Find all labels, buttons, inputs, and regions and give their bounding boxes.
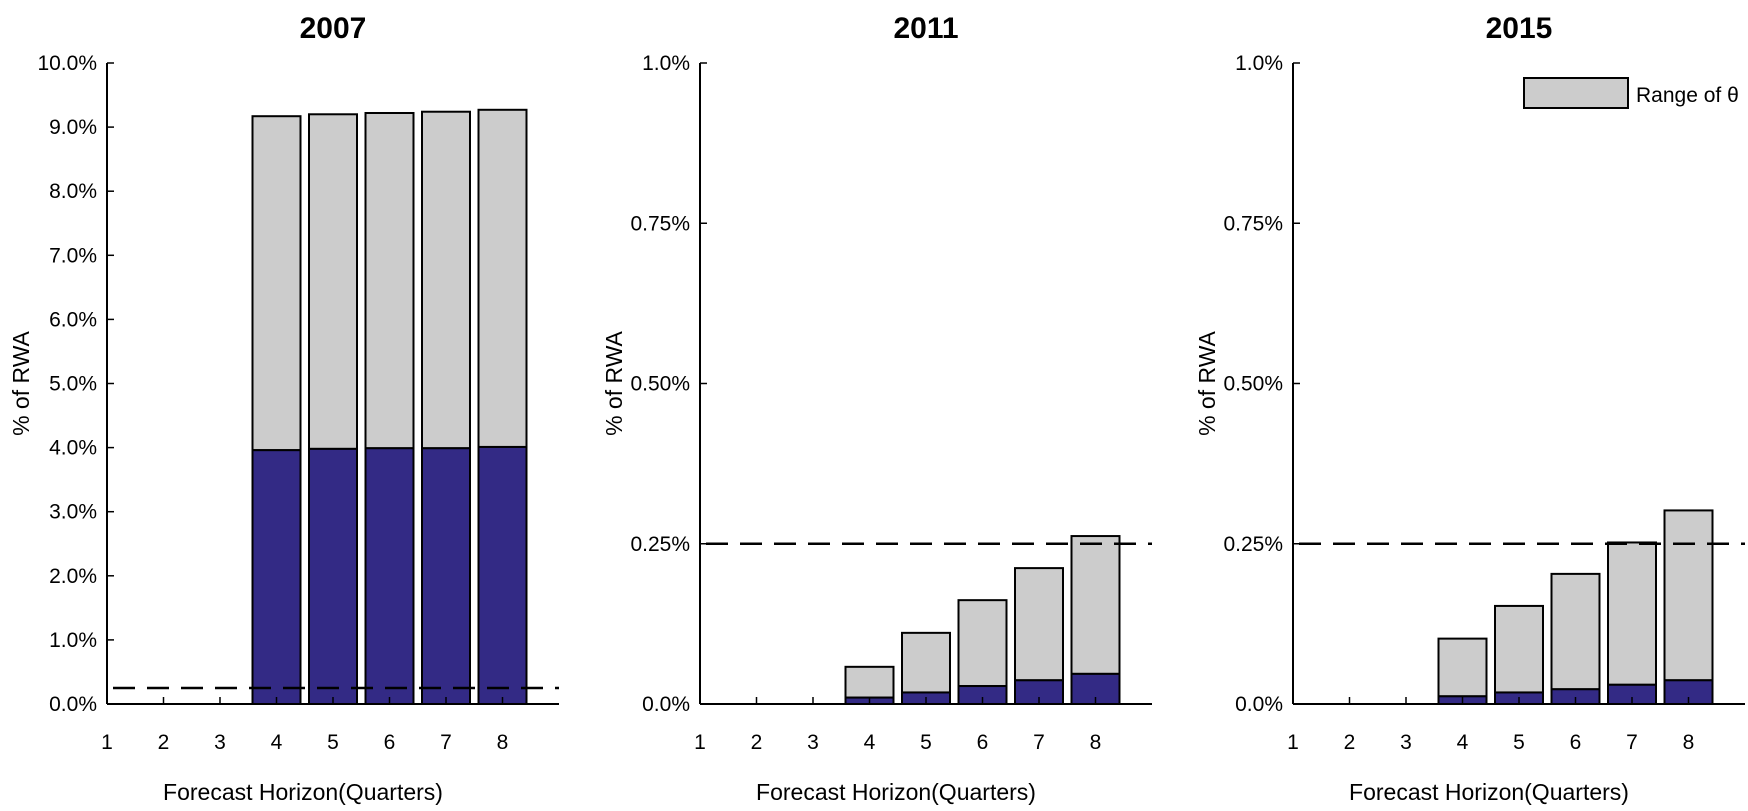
x-tick-label: 3 (1400, 731, 1412, 754)
bar-range-q5 (1494, 604, 1544, 694)
y-tick-label: 9.0% (49, 116, 97, 139)
y-tick-label: 1.0% (642, 52, 690, 75)
y-tick-label: 0.0% (1235, 693, 1283, 716)
y-tick-label: 10.0% (37, 52, 97, 75)
bar-base-q6 (364, 447, 415, 705)
bar-range-q4 (251, 115, 302, 452)
y-tick-label: 1.0% (49, 629, 97, 652)
y-axis-label: % of RWA (8, 330, 34, 435)
x-tick-label: 7 (440, 731, 452, 754)
chart-title: 2011 (893, 12, 958, 45)
y-tick-label: 1.0% (1235, 52, 1283, 75)
y-tick-label: 7.0% (49, 244, 97, 267)
x-tick-label: 6 (977, 731, 989, 754)
x-tick-label: 3 (214, 731, 226, 754)
y-tick-label: 8.0% (49, 180, 97, 203)
chart-panel-2011: 2011 0.0% 0.25% 0.50% 0.75% 1.0% 1 2 3 4 5 6 7 8 Forec… (601, 12, 1152, 805)
y-tick-label: 2.0% (49, 565, 97, 588)
y-tick-label: 3.0% (49, 501, 97, 524)
x-tick-label: 5 (1513, 731, 1525, 754)
x-tick-label: 7 (1626, 731, 1638, 754)
bar-base-q4 (251, 449, 302, 705)
x-tick-label: 8 (497, 731, 509, 754)
x-tick-label: 1 (694, 731, 706, 754)
x-axis-label: Forecast Horizon(Quarters) (1349, 779, 1629, 805)
legend: Range of θ (1523, 77, 1739, 109)
x-tick-label: 8 (1090, 731, 1102, 754)
x-tick-label: 1 (1287, 731, 1299, 754)
bar-base-q8 (477, 445, 528, 705)
bar-range-q5 (901, 631, 951, 694)
x-tick-label: 2 (158, 731, 170, 754)
chart-title: 2007 (300, 12, 367, 45)
x-tick-label: 8 (1683, 731, 1695, 754)
x-tick-label: 7 (1033, 731, 1045, 754)
bar-range-q4 (1437, 637, 1488, 698)
y-tick-label: 0.50% (1223, 373, 1283, 396)
x-tick-label: 2 (1344, 731, 1356, 754)
y-tick-label: 0.75% (1223, 212, 1283, 235)
bar-range-q6 (957, 599, 1008, 688)
y-tick-label: 0.0% (49, 693, 97, 716)
y-tick-label: 0.25% (1223, 533, 1283, 556)
bar-range-q5 (308, 113, 358, 450)
x-axis-label: Forecast Horizon(Quarters) (163, 779, 443, 805)
chart-panel-2007: 2007 0.0% 1.0% 2.0% 3.0% 4.0% 5.0% 6.0% 7.0% 8.0%… (8, 12, 559, 805)
bar-range-q6 (1550, 572, 1601, 691)
chart-title: 2015 (1486, 12, 1553, 45)
legend-swatch (1523, 77, 1629, 109)
legend-label: Range of θ (1636, 84, 1739, 107)
bar-base-q5 (308, 447, 358, 705)
bar-range-q7 (1014, 567, 1064, 682)
y-axis-label: % of RWA (1194, 330, 1220, 435)
x-tick-label: 1 (101, 731, 113, 754)
bar-range-q7 (1607, 541, 1657, 686)
y-axis-label: % of RWA (601, 330, 627, 435)
x-axis-label: Forecast Horizon(Quarters) (756, 779, 1036, 805)
y-tick-label: 0.25% (630, 533, 690, 556)
y-tick-label: 0.50% (630, 373, 690, 396)
y-tick-label: 0.0% (642, 693, 690, 716)
y-tick-label: 6.0% (49, 308, 97, 331)
bar-range-q6 (364, 111, 415, 450)
bar-range-q7 (421, 110, 471, 450)
bar-range-q8 (1070, 535, 1121, 675)
x-tick-label: 2 (751, 731, 763, 754)
x-tick-label: 6 (384, 731, 396, 754)
bar-range-q8 (477, 108, 528, 448)
bar-range-q4 (844, 665, 895, 699)
x-tick-label: 4 (864, 731, 876, 754)
x-tick-label: 3 (807, 731, 819, 754)
bar-range-q8 (1663, 509, 1714, 682)
x-tick-label: 5 (920, 731, 932, 754)
y-tick-label: 4.0% (49, 437, 97, 460)
y-tick-label: 0.75% (630, 212, 690, 235)
x-tick-label: 5 (327, 731, 339, 754)
x-tick-label: 4 (271, 731, 283, 754)
chart-panel-2015: 2015 0.0% 0.25% 0.50% 0.75% 1.0% 1 2 3 4 5 6 7 8 Forec… (1194, 12, 1745, 805)
bar-base-q7 (421, 447, 471, 705)
x-tick-label: 4 (1457, 731, 1469, 754)
x-tick-label: 6 (1570, 731, 1582, 754)
y-tick-label: 5.0% (49, 373, 97, 396)
